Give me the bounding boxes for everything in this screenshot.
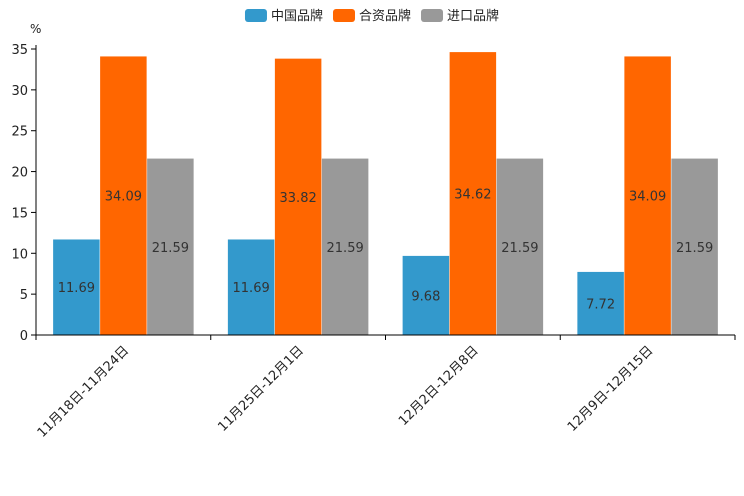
- bar-value-label: 7.72: [586, 297, 615, 312]
- bar: [402, 255, 450, 335]
- bar-value-label: 21.59: [501, 241, 538, 256]
- y-tick-label: 0: [20, 329, 28, 344]
- bar: [577, 271, 624, 335]
- bar-value-label: 34.09: [629, 190, 666, 205]
- y-tick-label: 20: [11, 166, 28, 181]
- bar-value-label: 9.68: [411, 289, 440, 304]
- y-tick-label: 35: [11, 43, 28, 58]
- y-axis: 0 5 10 15 20 25 30 35: [11, 43, 37, 344]
- x-category-label: 12月9日-12月15日: [565, 343, 657, 435]
- bar-value-label: 21.59: [327, 241, 364, 256]
- bar: [100, 56, 147, 335]
- x-category-label: 12月2日-12月8日: [396, 343, 482, 429]
- bar-value-label: 33.82: [280, 191, 317, 206]
- bar: [624, 56, 671, 335]
- bar: [671, 158, 718, 335]
- bar: [496, 158, 544, 335]
- x-category-label: 11月18日-11月24日: [35, 343, 132, 440]
- y-axis-unit-label: %: [30, 22, 41, 36]
- y-tick-label: 25: [11, 125, 28, 140]
- bar: [227, 239, 275, 335]
- bar-value-label: 11.69: [233, 281, 270, 296]
- legend-label: 合资品牌: [359, 8, 411, 24]
- y-tick-label: 10: [11, 247, 28, 262]
- bar: [274, 58, 322, 336]
- bar: [449, 52, 497, 336]
- bar-value-label: 21.59: [676, 241, 713, 256]
- value-labels: 11.69 34.09 21.59 11.69 33.82 21.59 9.68 34.62 2…: [58, 188, 713, 313]
- legend-label: 中国品牌: [271, 8, 323, 24]
- y-tick-label: 30: [11, 84, 28, 99]
- legend-item[interactable]: 中国品牌: [244, 8, 323, 24]
- legend-item[interactable]: 合资品牌: [332, 8, 411, 24]
- bar-value-label: 11.69: [58, 281, 95, 296]
- legend-swatch: [244, 9, 267, 22]
- y-tick-label: 15: [11, 206, 28, 221]
- bars: [53, 52, 718, 336]
- bar-value-label: 34.62: [454, 188, 491, 203]
- y-tick-label: 5: [20, 288, 28, 303]
- bar-value-label: 34.09: [105, 190, 142, 205]
- bar: [321, 158, 369, 335]
- legend-item[interactable]: 进口品牌: [421, 8, 499, 24]
- bar-value-label: 21.59: [152, 241, 189, 256]
- bar: [53, 239, 100, 335]
- legend: 中国品牌 合资品牌 进口品牌: [244, 8, 499, 24]
- legend-swatch: [421, 9, 444, 22]
- bar: [147, 158, 194, 335]
- x-axis: 11月18日-11月24日 11月25日-12月1日 12月2日-12月8日 12月9…: [35, 334, 736, 441]
- x-category-label: 11月25日-12月1日: [215, 343, 307, 435]
- legend-swatch: [332, 9, 355, 22]
- legend-label: 进口品牌: [447, 8, 499, 24]
